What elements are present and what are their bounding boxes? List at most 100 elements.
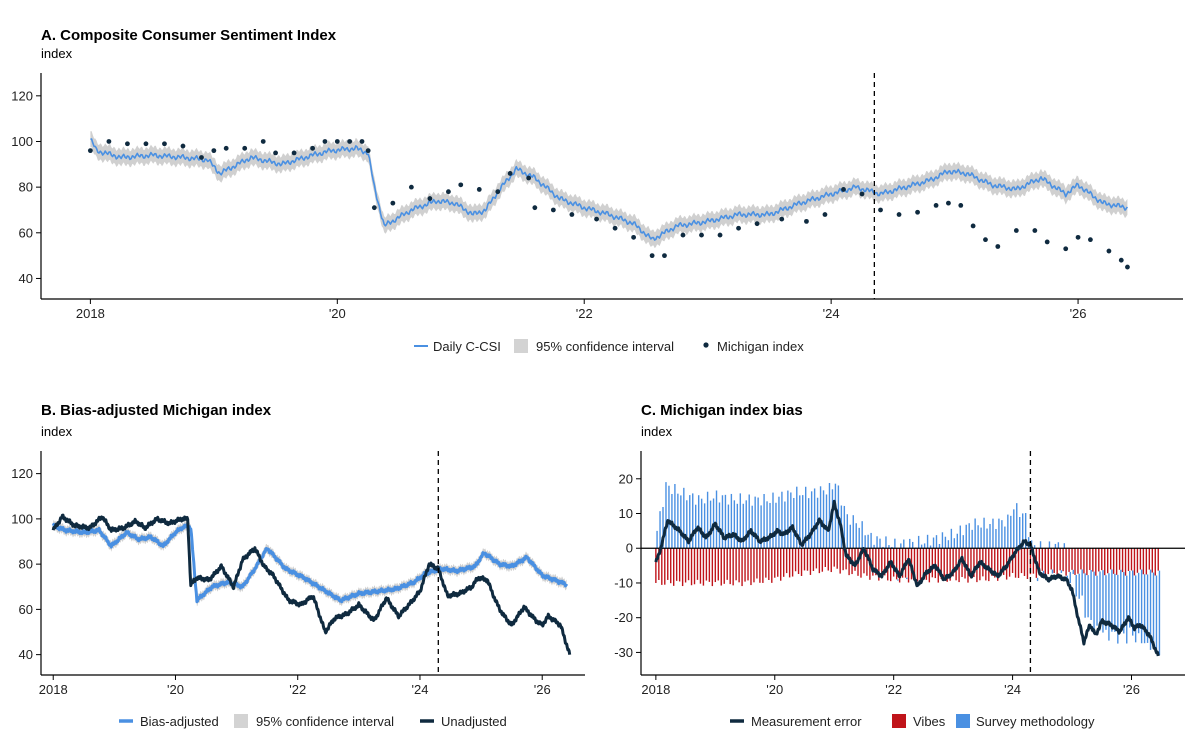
michigan-index-point	[1075, 234, 1081, 240]
michigan-index-point	[291, 150, 297, 156]
michigan-index-point	[143, 141, 149, 147]
panel-c-y-tick-label: 20	[619, 471, 633, 486]
michigan-index-point	[125, 141, 130, 147]
panel-a-x-tick-label: '20	[329, 306, 346, 321]
panel-b-subtitle: index	[41, 424, 73, 439]
panel-c: C. Michigan index bias index 2018 '20 '22 '…	[614, 402, 1185, 729]
michigan-index-point	[87, 148, 93, 154]
panel-a-plot: 2018 '20 '22 '24 '26 40 60 80 100 120	[11, 73, 1183, 321]
panel-b-y-tick-label: 100	[11, 511, 33, 526]
legend-label-michigan-index: Michigan index	[717, 339, 804, 354]
panel-a-y-tick-label: 80	[19, 180, 33, 195]
michigan-index-point	[804, 218, 809, 224]
michigan-index-point	[180, 143, 186, 149]
michigan-index-point	[933, 203, 939, 208]
michigan-index-point	[754, 221, 760, 227]
michigan-index-point	[1013, 228, 1019, 233]
legend-swatch-survey-methodology	[956, 714, 970, 728]
unadjusted-line	[51, 513, 572, 655]
legend-swatch-confidence-band-b	[234, 714, 248, 728]
panel-b-y-tick-label: 40	[19, 647, 33, 662]
bias-adjusted-line	[51, 522, 569, 604]
michigan-index-point	[347, 139, 353, 144]
legend-label-confidence-band: 95% confidence interval	[536, 339, 674, 354]
michigan-index-point	[446, 189, 451, 195]
legend-label-vibes: Vibes	[913, 714, 946, 729]
michigan-index-point	[983, 237, 988, 243]
michigan-index-point	[915, 209, 920, 215]
michigan-index-point	[458, 182, 464, 188]
legend-label-unadjusted: Unadjusted	[441, 714, 507, 729]
michigan-index-point	[408, 184, 414, 190]
michigan-index-point	[427, 196, 433, 201]
michigan-index-point	[476, 187, 482, 192]
bias-adjusted-confidence-band	[53, 519, 567, 607]
panel-a-y-tick-label: 60	[19, 225, 33, 240]
panel-a: A. Composite Consumer Sentiment Index in…	[11, 27, 1183, 354]
michigan-index-point	[1044, 239, 1050, 245]
michigan-index-point	[223, 145, 229, 151]
legend-swatch-vibes	[892, 714, 906, 728]
legend-label-bias-adjusted: Bias-adjusted	[140, 714, 219, 729]
michigan-index-point	[1118, 257, 1124, 263]
michigan-index-point	[199, 155, 204, 160]
panel-c-x-tick-label: '24	[1004, 682, 1021, 697]
michigan-index-point	[779, 216, 785, 222]
panel-a-x-tick-label: 2018	[76, 306, 105, 321]
panel-c-subtitle: index	[641, 424, 673, 439]
michigan-index-point	[532, 205, 538, 211]
panel-c-x-tick-label: '22	[885, 682, 902, 697]
panel-c-x-tick-label: '20	[766, 682, 783, 697]
michigan-index-point	[550, 207, 556, 213]
panel-b-x-tick-label: '26	[534, 682, 551, 697]
panel-c-plot: 2018 '20 '22 '24 '26 -30 -20 -10 0 10 20	[614, 451, 1185, 697]
panel-c-y-tick-label: 10	[619, 506, 633, 521]
panel-c-title: C. Michigan index bias	[641, 402, 803, 419]
ccsi-daily-line	[90, 138, 1129, 241]
michigan-index-point	[896, 212, 902, 217]
michigan-index-point	[365, 148, 371, 154]
panel-a-x-tick-label: '26	[1070, 306, 1087, 321]
michigan-index-point	[211, 148, 217, 154]
panel-b-legend: Bias-adjusted 95% confidence interval Un…	[119, 714, 507, 729]
panel-a-x-tick-label: '22	[576, 306, 593, 321]
panel-a-y-tick-label: 40	[19, 271, 33, 286]
michigan-index-point	[106, 139, 112, 144]
michigan-index-point	[507, 171, 513, 176]
panel-c-y-tick-label: -10	[614, 575, 633, 590]
panel-b-x-tick-label: '20	[167, 682, 184, 697]
michigan-index-point	[1032, 228, 1038, 233]
michigan-index-point	[260, 139, 266, 144]
panel-c-y-tick-label: -30	[614, 645, 633, 660]
michigan-index-point	[322, 139, 328, 144]
michigan-index-point	[495, 189, 501, 195]
panel-b-plot: 2018 '20 '22 '24 '26 40 60 80 100 120	[11, 451, 585, 697]
legend-label-daily-ccsi: Daily C-CSI	[433, 339, 501, 354]
michigan-index-point	[699, 232, 704, 238]
legend-swatch-confidence-band	[514, 339, 528, 353]
panel-b-y-tick-label: 120	[11, 466, 33, 481]
michigan-index-point	[736, 225, 741, 231]
panel-c-legend: Measurement error Vibes Survey methodolo…	[730, 714, 1095, 729]
michigan-index-point	[310, 145, 316, 151]
legend-label-confidence-band-b: 95% confidence interval	[256, 714, 394, 729]
michigan-index-point	[162, 141, 167, 147]
michigan-index-point	[995, 244, 1001, 249]
michigan-index-point	[390, 200, 396, 206]
michigan-index-point	[1125, 264, 1130, 270]
michigan-index-point	[662, 253, 667, 259]
legend-label-survey-methodology: Survey methodology	[976, 714, 1095, 729]
legend-swatch-michigan-index	[703, 342, 709, 348]
michigan-index-point	[631, 234, 637, 240]
panel-b-x-tick-label: '24	[411, 682, 428, 697]
panel-a-subtitle: index	[41, 46, 73, 61]
panel-a-y-tick-label: 100	[11, 134, 33, 149]
panel-b-x-tick-label: '22	[289, 682, 306, 697]
michigan-index-point	[1106, 248, 1112, 254]
panel-c-y-tick-label: 0	[626, 541, 633, 556]
panel-a-title: A. Composite Consumer Sentiment Index	[41, 27, 337, 44]
michigan-index-point	[717, 232, 723, 238]
panel-b-title: B. Bias-adjusted Michigan index	[41, 402, 272, 419]
panel-b-y-tick-label: 80	[19, 557, 33, 572]
panel-c-y-tick-label: -20	[614, 610, 633, 625]
